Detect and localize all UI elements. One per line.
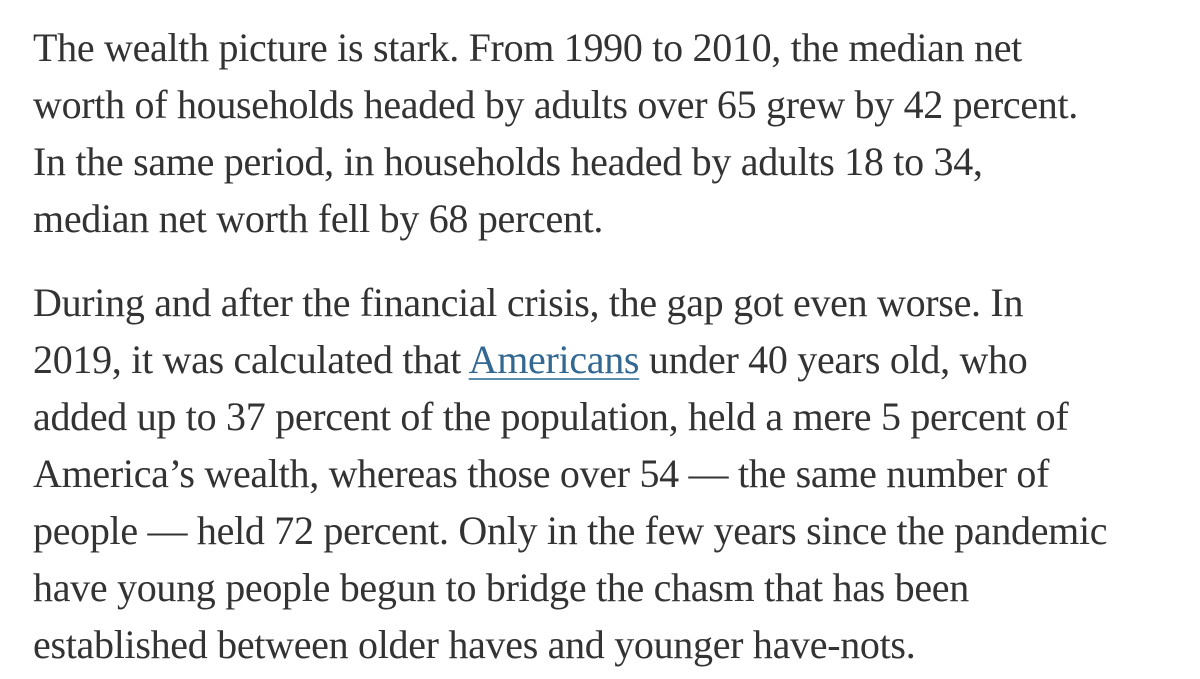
text-line: America’s wealth, whereas those over 54 … — [33, 445, 1170, 502]
text-segment: added up to 37 percent of the population… — [33, 394, 1069, 439]
text-segment: In the same period, in households headed… — [33, 139, 983, 184]
text-line: established between older haves and youn… — [33, 616, 1170, 673]
text-segment: During and after the financial crisis, t… — [33, 280, 1024, 325]
text-line: In the same period, in households headed… — [33, 133, 1170, 190]
paragraph-financial-crisis-gap: During and after the financial crisis, t… — [33, 274, 1170, 673]
text-segment: worth of households headed by adults ove… — [33, 82, 1078, 127]
text-segment: established between older haves and youn… — [33, 622, 916, 667]
text-segment: median net worth fell by 68 percent. — [33, 196, 604, 241]
text-segment: 2019, it was calculated that — [33, 337, 469, 382]
text-line: worth of households headed by adults ove… — [33, 76, 1170, 133]
text-line: median net worth fell by 68 percent. — [33, 190, 1170, 247]
text-segment: have young people begun to bridge the ch… — [33, 565, 969, 610]
text-segment: people — held 72 percent. Only in the fe… — [33, 508, 1108, 553]
text-line: added up to 37 percent of the population… — [33, 388, 1170, 445]
text-line: have young people begun to bridge the ch… — [33, 559, 1170, 616]
americans-link[interactable]: Americans — [468, 337, 640, 382]
text-line: 2019, it was calculated that Americans u… — [33, 331, 1170, 388]
text-line: The wealth picture is stark. From 1990 t… — [33, 19, 1170, 76]
text-line: people — held 72 percent. Only in the fe… — [33, 502, 1170, 559]
text-segment: under 40 years old, who — [639, 337, 1028, 382]
text-line: During and after the financial crisis, t… — [33, 274, 1170, 331]
paragraph-wealth-gap-1990-2010: The wealth picture is stark. From 1990 t… — [33, 19, 1170, 247]
text-segment: The wealth picture is stark. From 1990 t… — [33, 25, 1022, 70]
text-segment: America’s wealth, whereas those over 54 … — [33, 451, 1050, 496]
